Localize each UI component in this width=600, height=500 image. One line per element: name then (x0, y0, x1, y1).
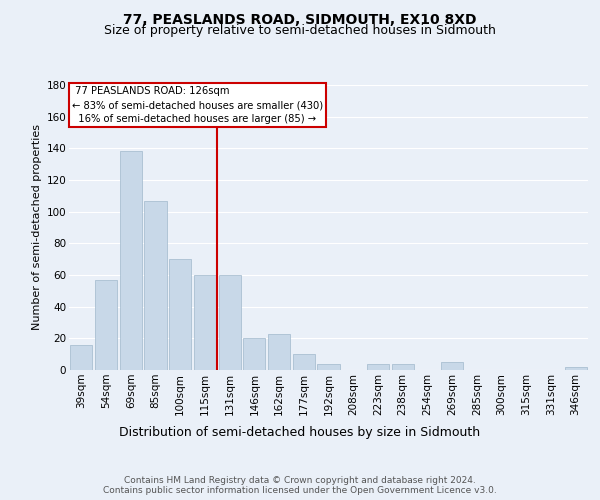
Bar (194, 275, 216, 370)
Bar (243, 338, 265, 370)
Bar (268, 334, 290, 370)
Bar (441, 362, 463, 370)
Bar (218, 275, 241, 370)
Bar (392, 364, 414, 370)
Y-axis label: Number of semi-detached properties: Number of semi-detached properties (32, 124, 43, 330)
Bar (169, 259, 191, 370)
Bar (565, 367, 587, 370)
Bar (293, 354, 315, 370)
Bar (70, 344, 92, 370)
Text: Size of property relative to semi-detached houses in Sidmouth: Size of property relative to semi-detach… (104, 24, 496, 37)
Text: 77, PEASLANDS ROAD, SIDMOUTH, EX10 8XD: 77, PEASLANDS ROAD, SIDMOUTH, EX10 8XD (123, 12, 477, 26)
Text: 77 PEASLANDS ROAD: 126sqm
← 83% of semi-detached houses are smaller (430)
  16% : 77 PEASLANDS ROAD: 126sqm ← 83% of semi-… (71, 86, 323, 124)
Bar (145, 200, 167, 370)
Text: Contains HM Land Registry data © Crown copyright and database right 2024.
Contai: Contains HM Land Registry data © Crown c… (103, 476, 497, 495)
Bar (119, 152, 142, 370)
Text: Distribution of semi-detached houses by size in Sidmouth: Distribution of semi-detached houses by … (119, 426, 481, 439)
Bar (317, 364, 340, 370)
Bar (95, 280, 117, 370)
Bar (367, 364, 389, 370)
